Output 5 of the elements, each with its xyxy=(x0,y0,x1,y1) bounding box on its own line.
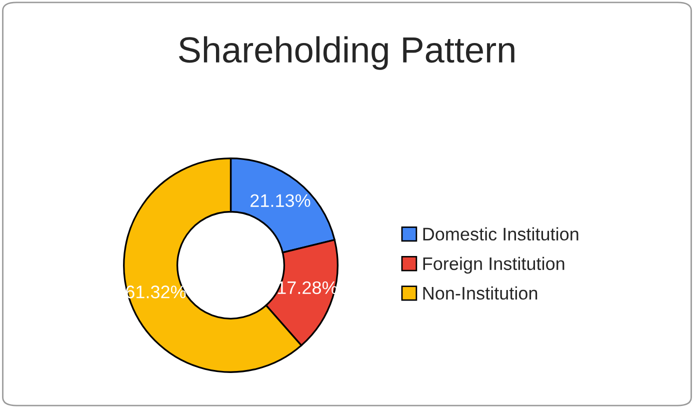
legend-label: Domestic Institution xyxy=(423,227,578,241)
data-label: 21.13% xyxy=(250,194,310,207)
legend-label: Non-Institution xyxy=(423,286,538,300)
legend-label: Foreign Institution xyxy=(423,256,564,274)
chart-title: Shareholding Pattern xyxy=(179,36,514,70)
